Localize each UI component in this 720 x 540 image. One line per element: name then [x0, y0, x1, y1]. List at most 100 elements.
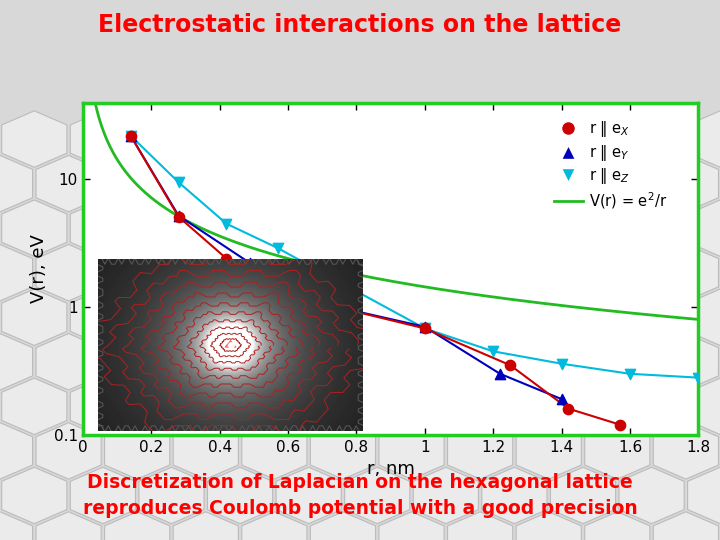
Polygon shape — [550, 378, 616, 435]
Polygon shape — [310, 156, 376, 212]
Point — [556, 395, 567, 403]
Polygon shape — [310, 245, 376, 301]
Polygon shape — [413, 111, 478, 167]
Polygon shape — [0, 156, 32, 212]
Polygon shape — [207, 378, 273, 435]
Polygon shape — [585, 334, 650, 390]
Polygon shape — [36, 156, 102, 212]
Polygon shape — [174, 334, 238, 390]
X-axis label: r, nm: r, nm — [366, 460, 415, 478]
Polygon shape — [1, 111, 67, 167]
Polygon shape — [104, 245, 170, 301]
Polygon shape — [482, 111, 547, 167]
Polygon shape — [0, 334, 32, 390]
Polygon shape — [36, 423, 102, 479]
Polygon shape — [585, 512, 650, 540]
Polygon shape — [345, 467, 410, 524]
Polygon shape — [276, 467, 341, 524]
Point — [125, 131, 137, 140]
Polygon shape — [448, 512, 513, 540]
Point — [272, 272, 284, 280]
Polygon shape — [174, 423, 238, 479]
Polygon shape — [550, 467, 616, 524]
Polygon shape — [174, 156, 238, 212]
Polygon shape — [619, 289, 684, 346]
Polygon shape — [104, 156, 170, 212]
Text: Discretization of Laplacian on the hexagonal lattice
reproduces Coulomb potentia: Discretization of Laplacian on the hexag… — [83, 472, 637, 518]
Polygon shape — [104, 512, 170, 540]
Polygon shape — [174, 512, 238, 540]
Polygon shape — [345, 378, 410, 435]
Polygon shape — [139, 289, 204, 346]
Polygon shape — [585, 423, 650, 479]
Polygon shape — [36, 334, 102, 390]
Point — [320, 300, 331, 309]
Polygon shape — [276, 111, 341, 167]
Polygon shape — [1, 467, 67, 524]
Polygon shape — [379, 156, 444, 212]
Polygon shape — [482, 289, 547, 346]
Point — [320, 270, 331, 279]
Polygon shape — [242, 512, 307, 540]
Polygon shape — [242, 156, 307, 212]
Polygon shape — [1, 378, 67, 435]
Legend: r $\|$ e$_X$, r $\|$ e$_Y$, r $\|$ e$_Z$, V(r) = e$^2$/r: r $\|$ e$_X$, r $\|$ e$_Y$, r $\|$ e$_Z$… — [548, 113, 672, 217]
Polygon shape — [516, 512, 581, 540]
Polygon shape — [688, 467, 720, 524]
Point — [563, 404, 575, 413]
Polygon shape — [379, 512, 444, 540]
Polygon shape — [0, 245, 32, 301]
Polygon shape — [276, 289, 341, 346]
Polygon shape — [585, 156, 650, 212]
Polygon shape — [0, 423, 32, 479]
Polygon shape — [550, 111, 616, 167]
Polygon shape — [688, 200, 720, 256]
Y-axis label: V(r), eV: V(r), eV — [30, 234, 48, 303]
Polygon shape — [516, 156, 581, 212]
Polygon shape — [516, 423, 581, 479]
Polygon shape — [413, 289, 478, 346]
Polygon shape — [619, 200, 684, 256]
Point — [125, 131, 137, 140]
Polygon shape — [1, 200, 67, 256]
Polygon shape — [345, 200, 410, 256]
Polygon shape — [1, 289, 67, 346]
Point — [419, 324, 431, 333]
Point — [173, 178, 184, 187]
Polygon shape — [0, 512, 32, 540]
Point — [614, 420, 626, 429]
Polygon shape — [653, 245, 719, 301]
Polygon shape — [585, 245, 650, 301]
Point — [245, 259, 256, 268]
Polygon shape — [242, 423, 307, 479]
Polygon shape — [104, 423, 170, 479]
Point — [173, 212, 184, 221]
Polygon shape — [242, 334, 307, 390]
Polygon shape — [207, 289, 273, 346]
Point — [125, 131, 137, 140]
Polygon shape — [688, 111, 720, 167]
Polygon shape — [242, 245, 307, 301]
Polygon shape — [413, 378, 478, 435]
Point — [505, 361, 516, 369]
Polygon shape — [619, 111, 684, 167]
Polygon shape — [413, 467, 478, 524]
Polygon shape — [482, 467, 547, 524]
Point — [292, 270, 304, 279]
Polygon shape — [379, 334, 444, 390]
Polygon shape — [516, 245, 581, 301]
Polygon shape — [104, 334, 170, 390]
Point — [272, 244, 284, 252]
Polygon shape — [448, 156, 513, 212]
Polygon shape — [482, 378, 547, 435]
Polygon shape — [448, 245, 513, 301]
Polygon shape — [516, 334, 581, 390]
Polygon shape — [448, 334, 513, 390]
Point — [320, 300, 331, 309]
Polygon shape — [207, 200, 273, 256]
Point — [173, 211, 184, 220]
Polygon shape — [36, 512, 102, 540]
Text: Electrostatic interactions on the lattice: Electrostatic interactions on the lattic… — [99, 14, 621, 37]
Point — [220, 219, 232, 228]
Polygon shape — [139, 111, 204, 167]
